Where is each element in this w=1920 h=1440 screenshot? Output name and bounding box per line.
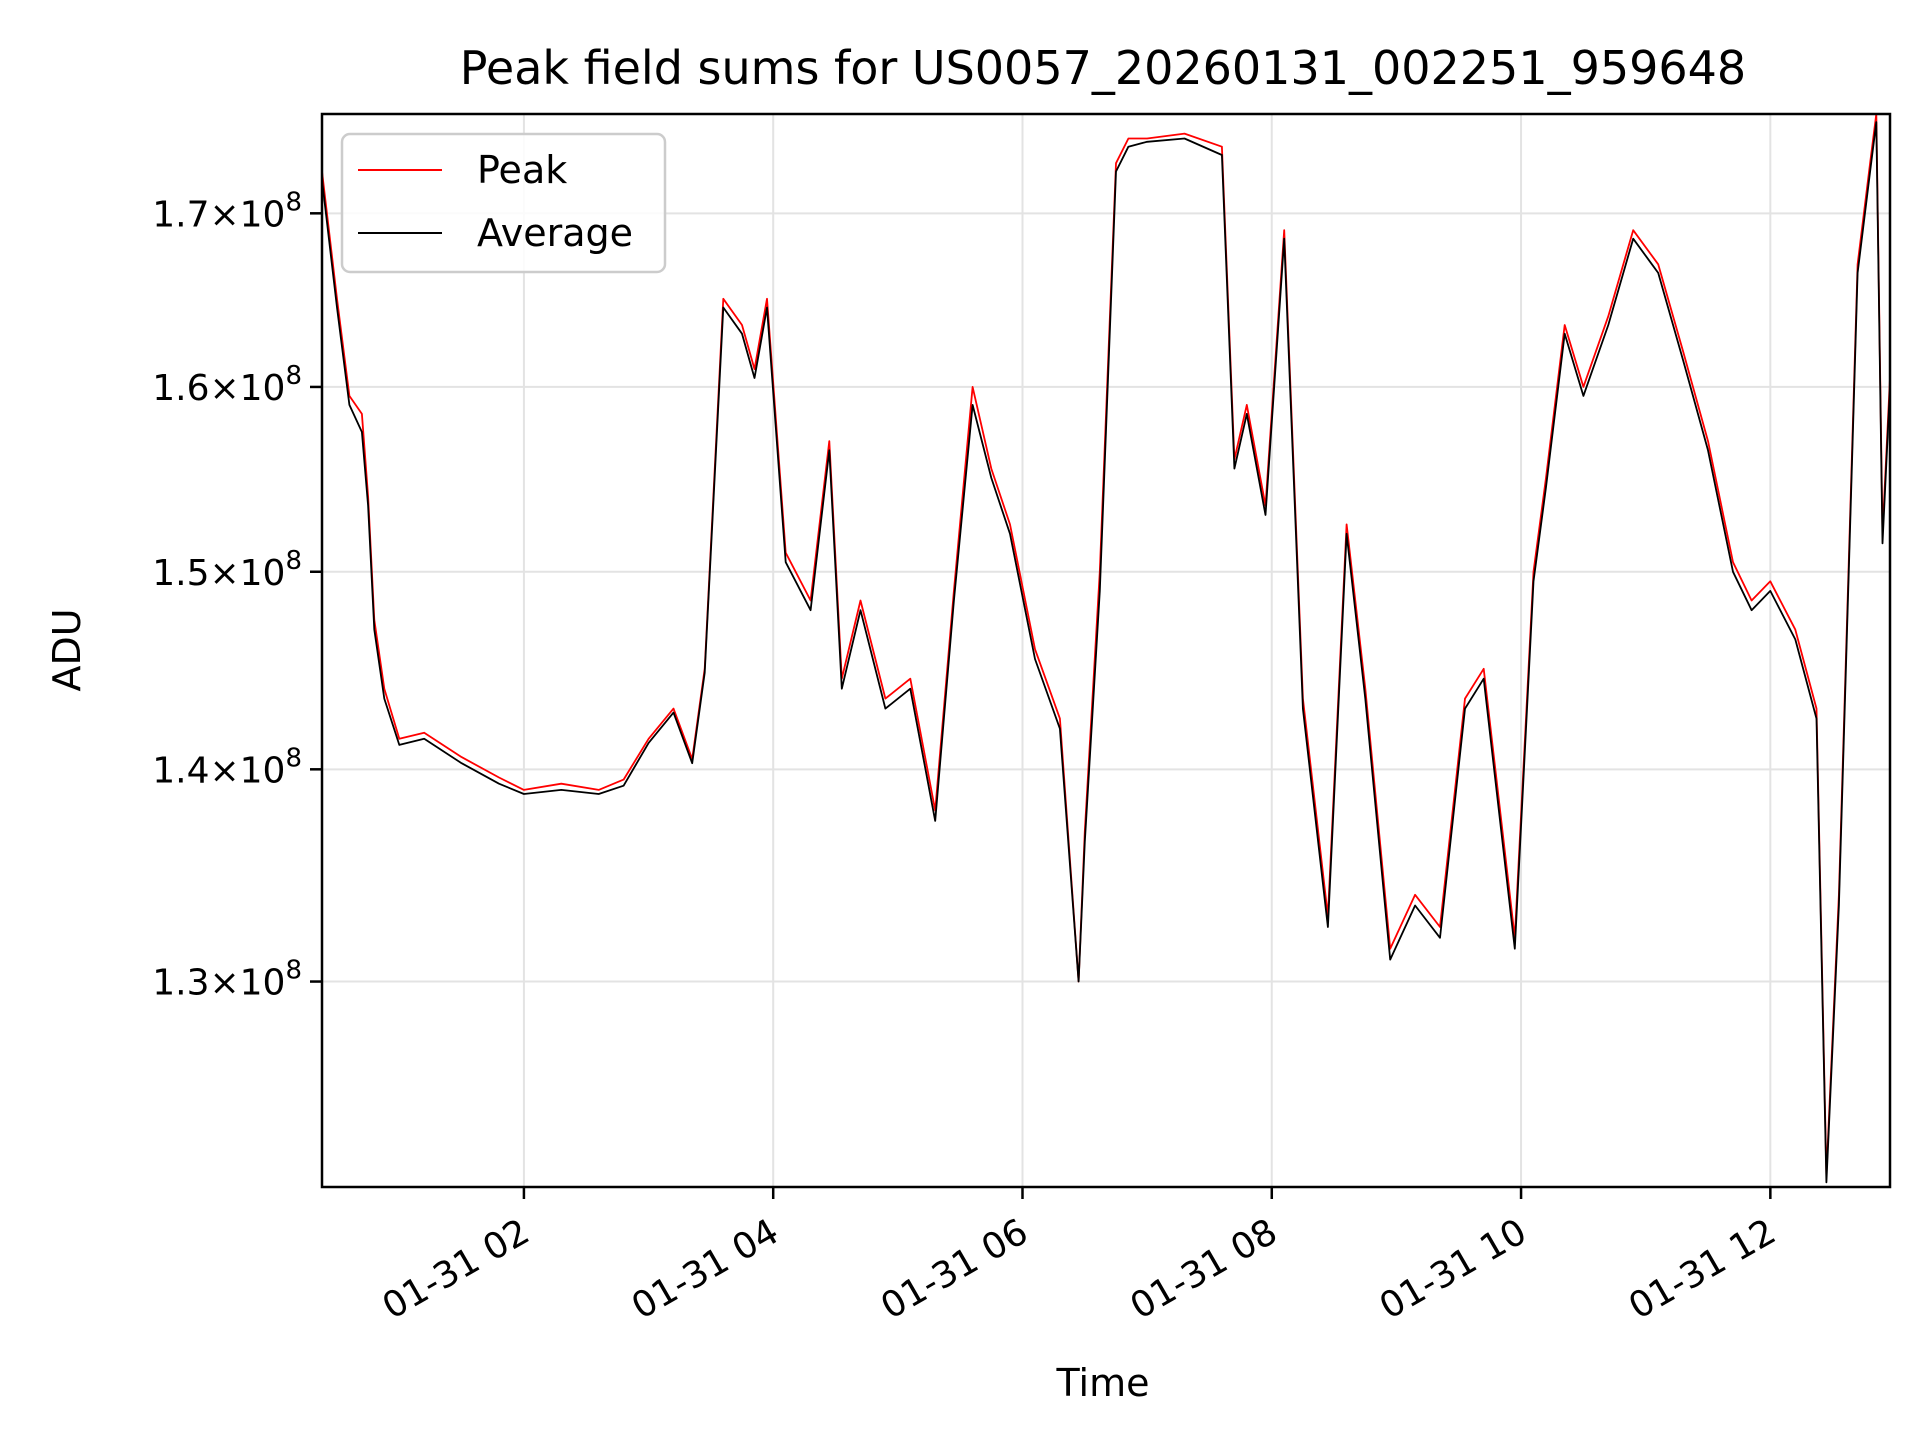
y-tick-label: 1.4×108 <box>152 743 302 791</box>
legend-average-label: Average <box>477 211 633 255</box>
y-axis-ticks: 1.3×108 1.4×108 1.5×108 1.6×108 1.7×108 <box>152 187 322 1004</box>
legend-peak-label: Peak <box>477 148 567 192</box>
y-tick-label: 1.3×108 <box>152 956 302 1004</box>
legend: Peak Average <box>340 132 667 274</box>
legend-frame <box>340 132 667 274</box>
plot-area-frame <box>320 112 1892 1189</box>
plot-series <box>321 113 1891 1184</box>
y-tick-label: 1.6×108 <box>152 361 302 409</box>
chart-title: Peak field sums for US0057_20260131_0022… <box>460 41 1746 95</box>
series-line-average <box>321 121 1891 1184</box>
y-tick-label: 1.5×108 <box>152 546 302 594</box>
y-axis-label: ADU <box>45 608 89 691</box>
grid-lines <box>322 114 1890 1187</box>
y-tick-label: 1.7×108 <box>152 187 302 235</box>
x-axis-label: Time <box>1056 1361 1150 1405</box>
